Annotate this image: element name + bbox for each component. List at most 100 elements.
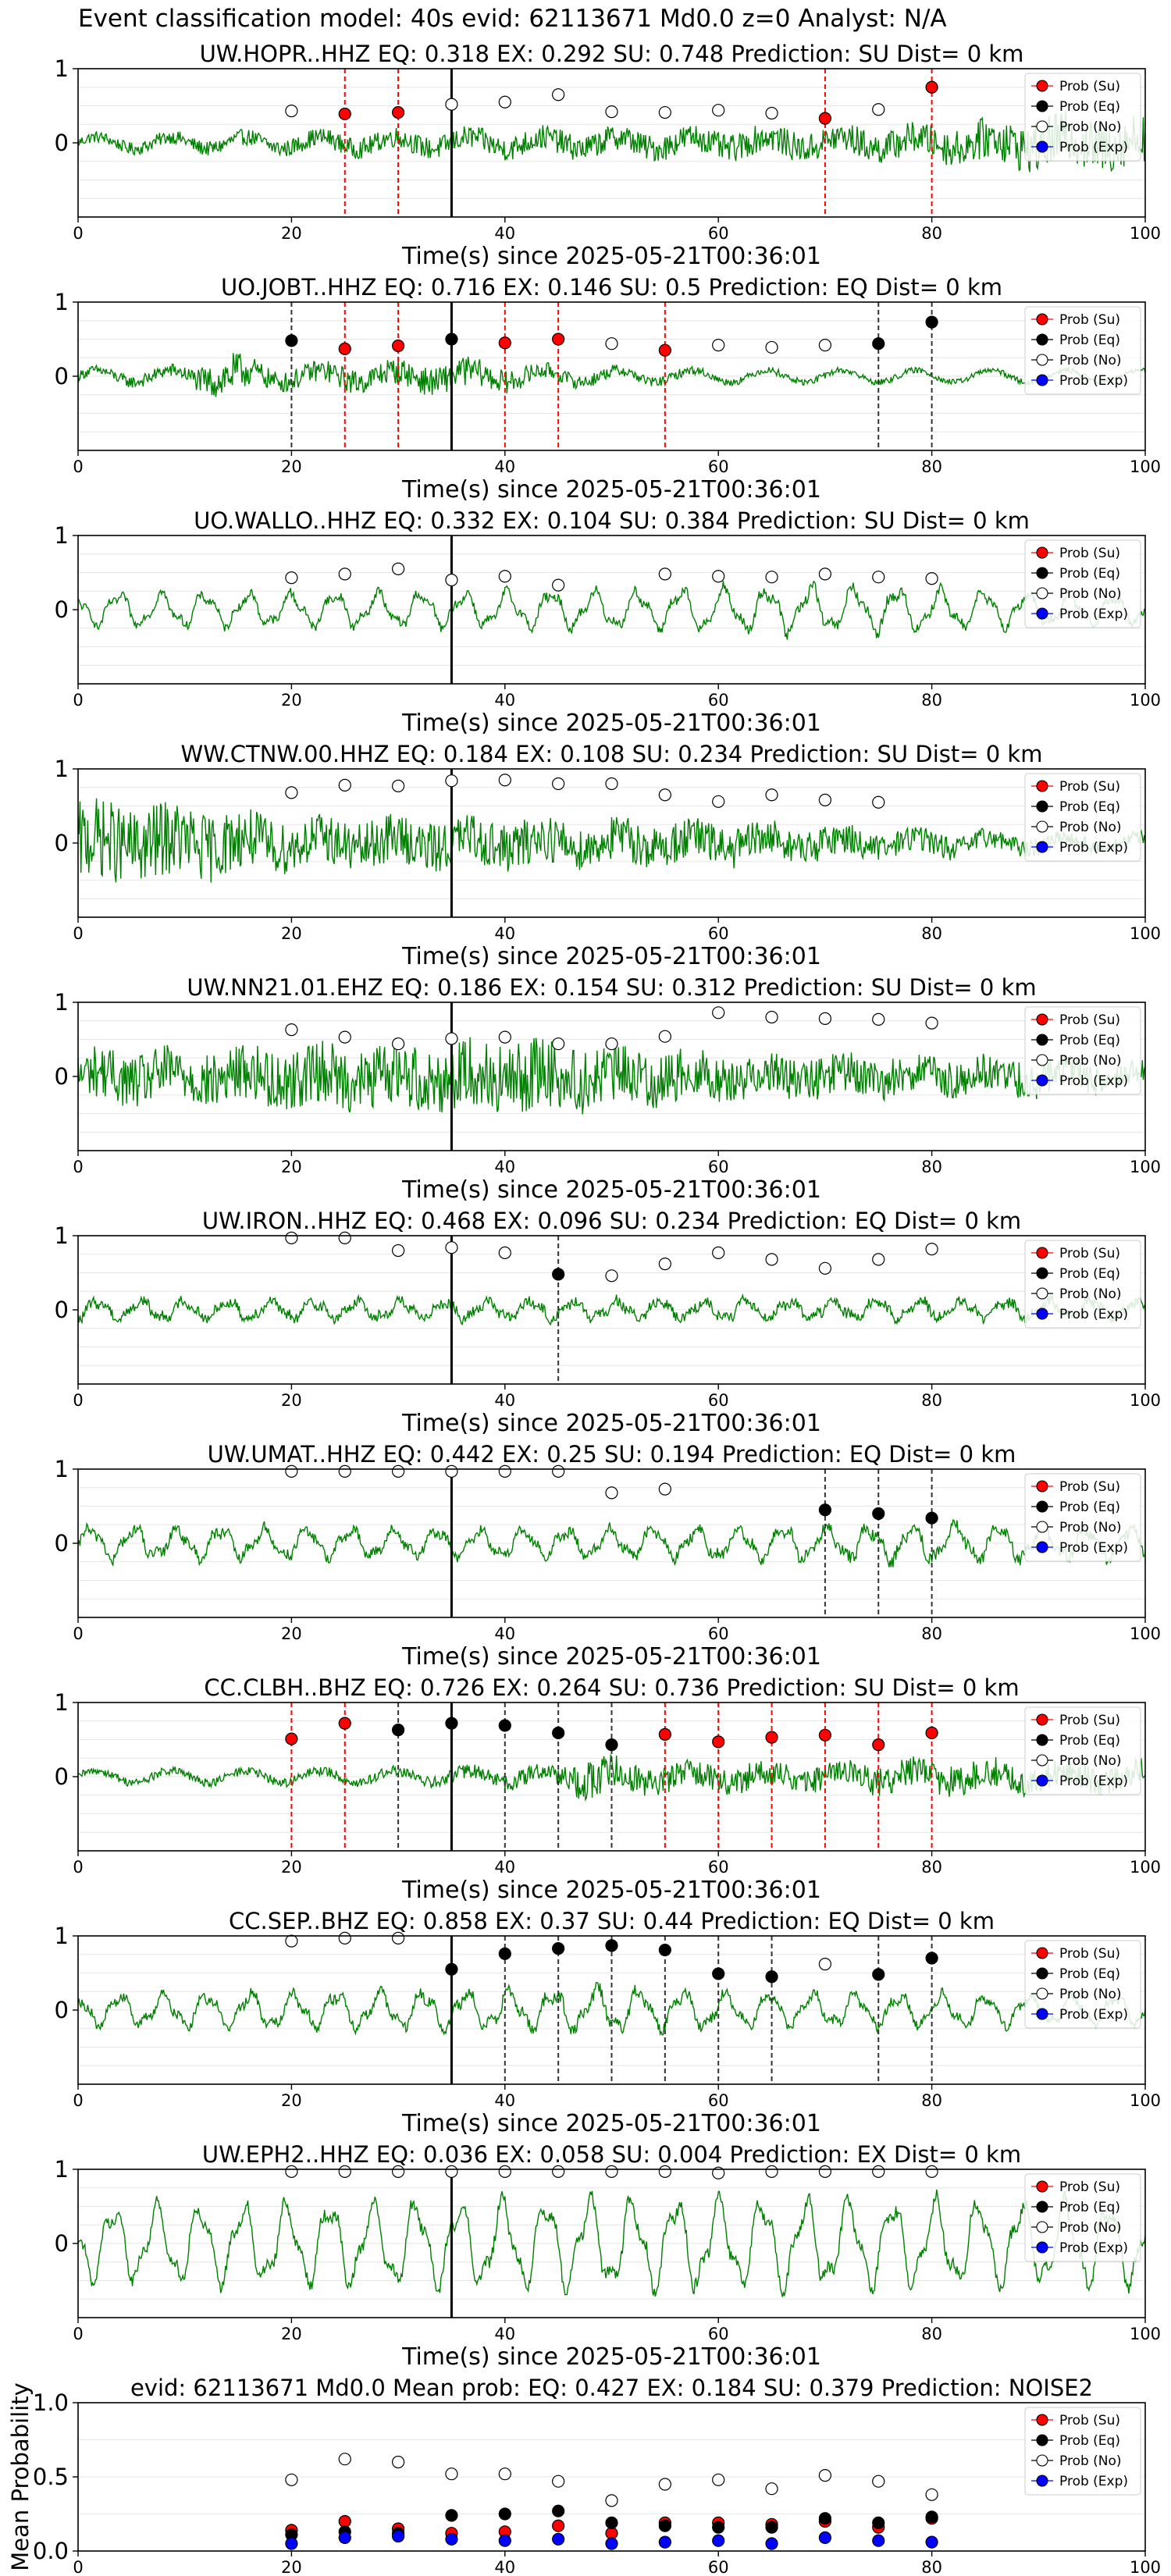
prob-point-no [818,2469,832,2482]
legend: Prob (Su) Prob (Eq) Prob (No) Prob (Exp) [1024,73,1141,162]
legend-marker-su [1036,546,1048,559]
prob-point-eq [445,333,458,346]
prob-point-no [338,568,351,581]
legend-box [1024,2407,1141,2496]
y-tick-label: 1 [55,289,69,315]
prob-point-no [872,571,885,584]
x-tick-label: 80 [921,1158,942,1176]
legend-label: Prob (Eq) [1059,1733,1120,1749]
legend-marker-su [1036,1247,1048,1259]
y-tick-label: 1 [55,2156,69,2183]
legend-label: Prob (No) [1059,586,1122,602]
panel-title: CC.CLBH..BHZ EQ: 0.726 EX: 0.264 SU: 0.7… [204,1674,1019,1701]
legend-marker-no [1036,820,1048,833]
x-tick-label: 60 [708,1391,729,1410]
prob-point-no [605,337,618,350]
prob-point-no [445,2165,458,2178]
legend-marker-no [1036,1987,1048,2000]
x-axis-label: Time(s) since 2025-05-21T00:36:01 [401,1877,821,1904]
x-tick-label: 20 [281,224,302,243]
prob-point-no [872,795,885,809]
x-tick-label: 100 [1130,457,1161,476]
prob-point-no [552,88,565,101]
legend-marker-no [1036,1754,1048,1767]
prob-point-exp [445,2532,458,2546]
x-tick-label: 100 [1130,1858,1161,1877]
panel-title: CC.SEP..BHZ EQ: 0.858 EX: 0.37 SU: 0.44 … [229,1908,995,1934]
legend-box [1024,1473,1141,1562]
panel-2: 0 20 40 60 80 100 0 1 UO.JOBT..HHZ EQ: 0.716 EX:… [55,274,1162,503]
prob-point-eq [818,1503,832,1517]
y-tick-label: 1 [55,1923,69,1949]
panel-7: 0 20 40 60 80 100 0 1 UW.UMAT..HHZ EQ: 0.442 EX:… [55,1441,1162,1670]
prob-point-no [658,2165,671,2178]
y-tick-label: 0 [55,596,69,623]
legend-label: Prob (Su) [1059,1012,1120,1028]
prob-point-no [392,1244,405,1258]
legend-marker-su [1036,1480,1048,1493]
prob-point-su [392,339,405,353]
prob-point-no [925,1016,938,1030]
legend-label: Prob (Su) [1059,1713,1120,1728]
prob-point-no [285,571,298,585]
x-tick-label: 60 [708,2325,729,2343]
legend-marker-eq [1036,2434,1048,2446]
legend-label: Prob (Eq) [1059,99,1120,115]
y-tick-label: 0 [55,363,69,390]
legend-marker-exp [1036,2008,1048,2020]
panel-6: 0 20 40 60 80 100 0 1 UW.IRON..HHZ EQ: 0.468 EX:… [55,1208,1162,1437]
x-tick-label: 40 [494,691,515,710]
x-tick-label: 40 [494,1858,515,1877]
prob-point-no [712,104,725,117]
prob-point-eq [658,1943,671,1957]
prob-point-no [818,339,832,352]
prob-point-no [818,2165,832,2178]
x-tick-label: 20 [281,924,302,943]
prob-point-no [605,105,618,119]
x-axis-label: Time(s) since 2025-05-21T00:36:01 [401,710,821,737]
y-tick-label: 1 [55,989,69,1016]
prob-point-eq [712,1967,725,1980]
prob-point-no [872,1012,885,1026]
x-axis-label: Time(s) since 2025-05-21T00:36:01 [401,476,821,503]
y-tick-label: 0 [55,1997,69,2023]
x-tick-label: 100 [1130,1624,1161,1643]
waveform-trace [77,1981,1146,2037]
legend: Prob (Su) Prob (Eq) Prob (No) Prob (Exp) [1024,2173,1141,2262]
prob-point-no [552,2475,565,2488]
legend-marker-no [1036,2454,1048,2467]
legend-label: Prob (Eq) [1059,1266,1120,1282]
panel-11: 0 20 40 60 80 100 0.0 0.5 1.0 evid: 62113671 Md0.… [7,2375,1161,2576]
legend: Prob (Su) Prob (Eq) Prob (No) Prob (Exp) [1024,1473,1141,1562]
prob-point-no [285,786,298,799]
legend-marker-eq [1036,333,1048,346]
legend-marker-eq [1036,1034,1048,1046]
waveform-trace [77,1518,1146,1567]
prob-point-exp [818,2531,832,2544]
y-tick-label: 1 [55,1456,69,1482]
legend-label: Prob (No) [1059,820,1122,835]
x-tick-label: 60 [708,224,729,243]
legend-label: Prob (No) [1059,353,1122,368]
prob-point-no [445,2467,458,2481]
prob-point-eq [445,1962,458,1976]
prob-point-su [925,80,938,94]
prob-point-eq [552,1942,565,1955]
x-tick-label: 100 [1130,2558,1161,2576]
y-tick-label: 0.5 [33,2464,69,2490]
prob-point-no [765,571,778,584]
x-tick-label: 60 [708,1624,729,1643]
legend-marker-no [1036,2221,1048,2233]
prob-point-su [658,1727,671,1741]
legend-marker-su [1036,2180,1048,2193]
prob-point-no [712,2166,725,2179]
prob-point-su [552,333,565,346]
prob-point-su [818,112,832,125]
prob-point-exp [392,2529,405,2543]
legend-label: Prob (Exp) [1059,373,1128,389]
y-tick-label: 0 [55,1530,69,1557]
prob-point-no [605,1269,618,1283]
legend-label: Prob (Su) [1059,312,1120,328]
x-tick-label: 20 [281,1858,302,1877]
panel-10: 0 20 40 60 80 100 0 1 UW.EPH2..HHZ EQ: 0.036 EX:… [55,2141,1162,2371]
